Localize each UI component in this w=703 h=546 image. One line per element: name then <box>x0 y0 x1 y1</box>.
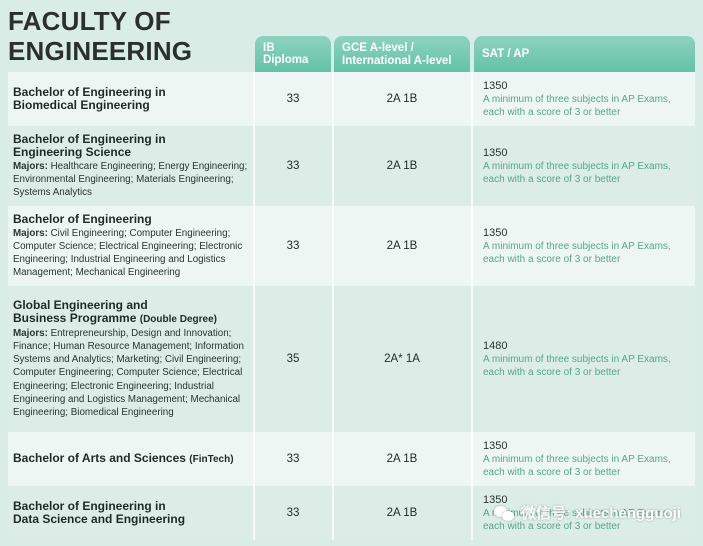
gce-grade: 2A 1B <box>386 507 418 519</box>
majors-list: Civil Engineering; Computer Engineering;… <box>13 227 243 279</box>
programme-name: Bachelor of Engineering <box>13 211 253 226</box>
ap-note-line-2: each with a score of 3 or better <box>483 173 621 185</box>
ap-note-line-2: each with a score of 3 or better <box>483 366 621 378</box>
sat-score: 1350 <box>483 79 508 92</box>
programme-name-line-1: Bachelor of Engineering in <box>13 85 166 99</box>
ib-score: 35 <box>286 353 300 365</box>
programme-name: Bachelor of Engineering in Biomedical En… <box>13 86 253 112</box>
table-row: Bachelor of Engineering in Data Science … <box>8 486 695 540</box>
sat-score: 1350 <box>483 146 508 159</box>
programme-name-line-2: Biomedical Engineering <box>13 98 150 112</box>
programme-cell: Bachelor of Engineering in Data Science … <box>8 486 253 540</box>
ib-score: 33 <box>286 453 300 465</box>
programme-name-text: Bachelor of Arts and Sciences <box>13 451 186 465</box>
programme-tag: (Double Degree) <box>139 313 217 325</box>
wechat-icon <box>493 504 516 522</box>
majors-label: Majors: <box>13 327 48 339</box>
majors-label: Majors: <box>13 227 48 239</box>
ap-note-line-2: each with a score of 3 or better <box>483 106 621 118</box>
title-line-2: ENGINEERING <box>8 36 193 66</box>
majors-label: Majors: <box>13 160 48 172</box>
table-row: Bachelor of Engineering in Engineering S… <box>8 126 695 206</box>
sat-cell: 1350 A minimum of three subjects in AP E… <box>474 72 695 126</box>
majors-text: Majors: Entrepreneurship, Design and Inn… <box>13 327 253 419</box>
sat-cell: 1350 A minimum of three subjects in AP E… <box>474 206 695 286</box>
majors-list: Entrepreneurship, Design and Innovation;… <box>13 327 244 418</box>
programme-cell: Bachelor of Arts and Sciences (FinTech) <box>8 432 253 486</box>
gce-grade: 2A* 1A <box>384 353 420 365</box>
ap-note-line-1: A minimum of three subjects in AP Exams, <box>483 453 671 465</box>
sat-cell: 1350 A minimum of three subjects in AP E… <box>474 486 695 540</box>
ap-note-line-1: A minimum of three subjects in AP Exams, <box>483 160 671 172</box>
ap-note-line-1: A minimum of three subjects in AP Exams, <box>483 240 671 252</box>
majors-text: Majors: Civil Engineering; Computer Engi… <box>13 227 253 280</box>
programme-name-text: Business Programme <box>13 310 137 325</box>
sat-cell: 1350 A minimum of three subjects in AP E… <box>474 432 695 486</box>
gce-grade: 2A 1B <box>386 240 418 252</box>
ib-score: 33 <box>286 93 300 105</box>
programme-name-line-2: Engineering Science <box>13 144 132 159</box>
wechat-watermark: 微信号: xuechengguoji <box>493 502 681 523</box>
programme-name-line-1: Bachelor of Engineering in <box>13 499 166 513</box>
sat-score: 1350 <box>483 493 508 506</box>
ap-note-line-1: A minimum of three subjects in AP Exams, <box>483 353 671 365</box>
programme-name: Global Engineering and Business Programm… <box>13 297 253 326</box>
programme-name: Bachelor of Engineering in Data Science … <box>13 500 253 526</box>
gce-grade: 2A 1B <box>386 453 418 465</box>
programme-name: Bachelor of Engineering in Engineering S… <box>13 131 253 159</box>
ap-note-line-2: each with a score of 3 or better <box>483 253 621 265</box>
programme-cell: Bachelor of Engineering Majors: Civil En… <box>8 206 253 286</box>
majors-list: Healthcare Engineering; Energy Engineeri… <box>13 160 248 199</box>
ap-note-line-2: each with a score of 3 or better <box>483 466 621 478</box>
ib-score: 33 <box>286 240 300 252</box>
ap-note-line-2: each with a score of 3 or better <box>483 520 621 532</box>
ib-score: 33 <box>286 507 300 519</box>
watermark-text: 微信号: xuechengguoji <box>520 505 681 522</box>
programme-name-line-2: Data Science and Engineering <box>13 512 186 526</box>
title-line-1: FACULTY OF <box>8 6 171 36</box>
ib-score: 33 <box>286 160 300 172</box>
table-row: Bachelor of Engineering Majors: Civil En… <box>8 206 695 286</box>
programme-cell: Bachelor of Engineering in Biomedical En… <box>8 72 253 126</box>
programme-cell: Global Engineering and Business Programm… <box>8 286 253 432</box>
header-sat-ap: SAT / AP <box>474 36 695 72</box>
sat-score: 1480 <box>483 339 508 352</box>
programme-name-line-1: Bachelor of Engineering <box>13 211 152 226</box>
programme-name-line-2: Business Programme (Double Degree) <box>13 310 253 326</box>
header-gce-line-2: International A-level <box>342 54 452 67</box>
sat-score: 1350 <box>483 226 508 239</box>
gce-grade: 2A 1B <box>386 93 418 105</box>
table-row: Bachelor of Engineering in Biomedical En… <box>8 72 695 126</box>
page-title: FACULTY OF ENGINEERING <box>8 6 192 66</box>
header-gce-a-level: GCE A-level / International A-level <box>334 36 470 72</box>
sat-score: 1350 <box>483 439 508 452</box>
programme-cell: Bachelor of Engineering in Engineering S… <box>8 126 253 206</box>
ap-note-line-1: A minimum of three subjects in AP Exams, <box>483 507 671 519</box>
table-row: Global Engineering and Business Programm… <box>8 286 695 432</box>
table-row: Bachelor of Arts and Sciences (FinTech) … <box>8 432 695 486</box>
programme-name-line-1: Bachelor of Arts and Sciences (FinTech) <box>13 452 253 466</box>
sat-cell: 1480 A minimum of three subjects in AP E… <box>474 286 695 432</box>
sat-cell: 1350 A minimum of three subjects in AP E… <box>474 126 695 206</box>
header-gce-line-1: GCE A-level / <box>342 42 414 54</box>
programme-name: Bachelor of Arts and Sciences (FinTech) <box>13 452 253 466</box>
majors-text: Majors: Healthcare Engineering; Energy E… <box>13 160 253 200</box>
header-ib-diploma: IB Diploma <box>255 36 331 72</box>
gce-grade: 2A 1B <box>386 160 418 172</box>
programme-name-line-1: Global Engineering and <box>13 297 148 312</box>
programme-name-line-1: Bachelor of Engineering in <box>13 131 166 146</box>
ap-note-line-1: A minimum of three subjects in AP Exams, <box>483 93 671 105</box>
programme-tag: (FinTech) <box>189 454 234 465</box>
